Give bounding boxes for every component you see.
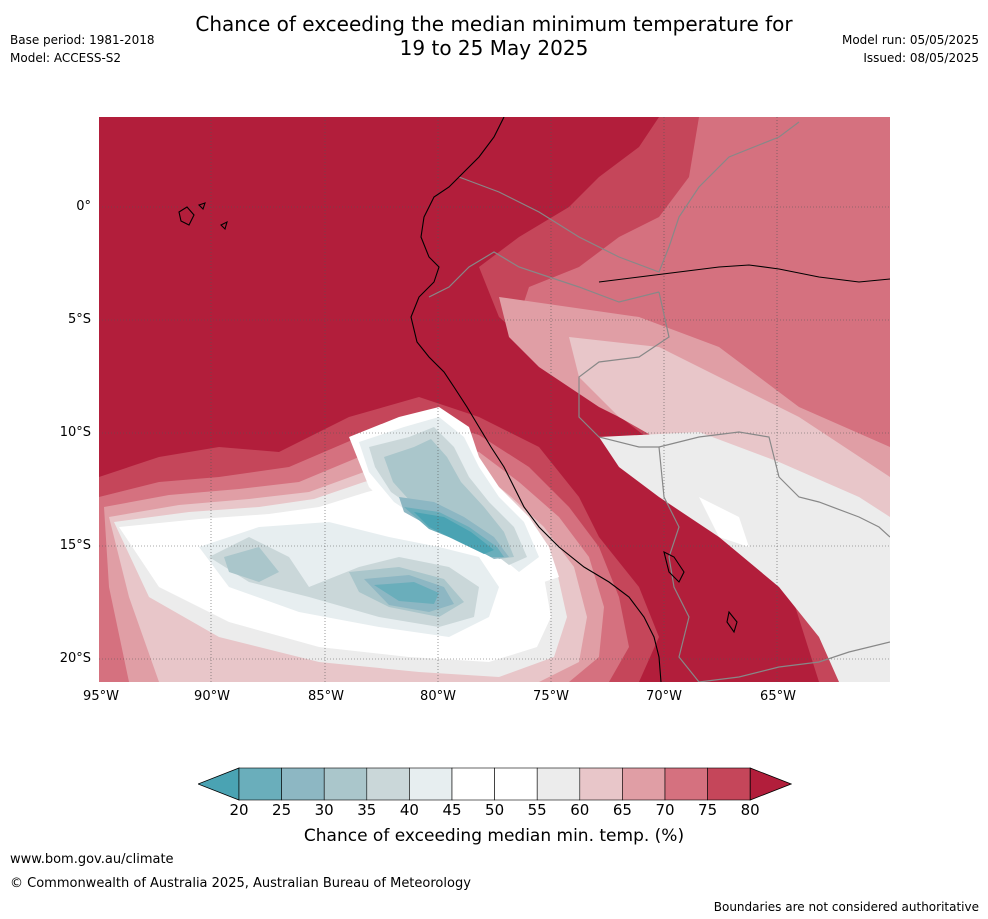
colorbar-tick-label: 55 — [527, 801, 547, 819]
colorbar-tick-label: 80 — [740, 801, 760, 819]
colorbar-title: Chance of exceeding median min. temp. (%… — [303, 826, 685, 846]
boundary-bolivia-chile — [698, 641, 890, 682]
colorbar-svg — [196, 767, 793, 801]
region-25-pacific — [374, 582, 439, 604]
colorbar-tick-label: 40 — [399, 801, 419, 819]
colorbar-tick-label: 45 — [442, 801, 462, 819]
country-boundaries — [428, 121, 890, 682]
colorbar-segment — [494, 767, 538, 801]
lon-tick-label: 70°W — [646, 689, 682, 704]
colorbar-tick-label: 75 — [698, 801, 718, 819]
lat-tick-label: 0° — [76, 199, 91, 214]
boundary-ecuador-peru — [428, 251, 660, 303]
colorbar-tick-label: 70 — [655, 801, 675, 819]
boundary-brazil-bolivia — [658, 431, 890, 538]
colorbar-segment — [281, 767, 325, 801]
colorbar-segment — [323, 767, 368, 801]
colorbar-extend-low — [196, 767, 240, 801]
colorbar-segment — [536, 767, 581, 801]
lon-tick-label: 95°W — [83, 689, 119, 704]
colorbar-tick-label: 65 — [612, 801, 632, 819]
colorbar-segment — [366, 767, 410, 801]
lat-tick-label: 20°S — [59, 651, 91, 666]
colorbar-segment — [664, 767, 708, 801]
colorbar-segment — [238, 767, 282, 801]
boundary-peru-brazil — [578, 291, 670, 448]
copyright: © Commonwealth of Australia 2025, Austra… — [10, 876, 471, 891]
base-period: Base period: 1981-2018 — [10, 33, 155, 47]
website-link[interactable]: www.bom.gov.au/climate — [10, 852, 174, 867]
title-line-2: 19 to 25 May 2025 — [399, 36, 589, 60]
colorbar-tick-label: 20 — [229, 801, 249, 819]
lat-tick-label: 10°S — [59, 425, 91, 440]
lat-tick-label: 5°S — [67, 312, 91, 327]
lake-titicaca — [663, 550, 685, 583]
lon-tick-label: 80°W — [420, 689, 456, 704]
coastline — [178, 117, 890, 682]
page-title: Chance of exceeding the median minimum t… — [0, 12, 988, 60]
colorbar-segment — [622, 767, 666, 801]
colorbar-tick-label: 30 — [314, 801, 334, 819]
colorbar-extend-high — [749, 767, 793, 801]
region-55-southeast — [599, 432, 890, 682]
colorbar-tick-label: 60 — [570, 801, 590, 819]
colorbar-segment — [451, 767, 495, 801]
colorbar — [196, 767, 793, 805]
region-20-coastal — [414, 512, 494, 554]
galapagos-islands — [178, 202, 228, 231]
colorbar-segment — [579, 767, 623, 801]
issued-date: Issued: 08/05/2025 — [863, 51, 979, 65]
lon-tick-label: 65°W — [760, 689, 796, 704]
region-50-southeast — [699, 497, 749, 547]
colorbar-tick-label: 35 — [357, 801, 377, 819]
graticule — [99, 117, 890, 682]
colorbar-segment — [409, 767, 453, 801]
boundary-disclaimer: Boundaries are not considered authoritat… — [713, 900, 979, 914]
colorbar-tick-label: 25 — [272, 801, 292, 819]
probability-map — [99, 117, 890, 682]
model-name: Model: ACCESS-S2 — [10, 51, 122, 65]
boundary-colombia-ecuador — [458, 121, 800, 273]
colorbar-tick-label: 50 — [485, 801, 505, 819]
title-line-1: Chance of exceeding the median minimum t… — [195, 12, 793, 36]
lon-tick-label: 75°W — [533, 689, 569, 704]
lon-tick-label: 85°W — [308, 689, 344, 704]
boundary-peru-bolivia — [658, 446, 700, 682]
island-large-lake — [726, 610, 738, 634]
lon-tick-label: 90°W — [194, 689, 230, 704]
coastline-amazon — [598, 264, 890, 283]
map-svg — [99, 117, 890, 682]
colorbar-segment — [707, 767, 751, 801]
coastline-pacific — [410, 117, 662, 682]
model-run: Model run: 05/05/2025 — [841, 33, 979, 47]
lat-tick-label: 15°S — [59, 538, 91, 553]
